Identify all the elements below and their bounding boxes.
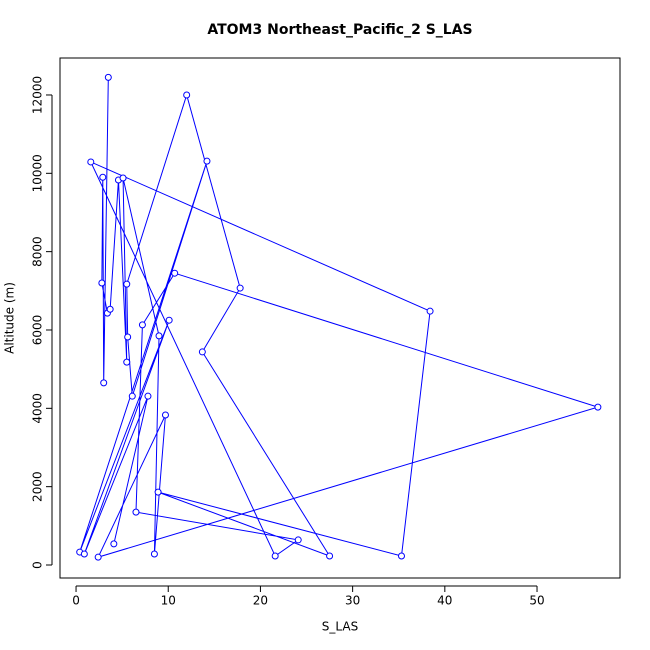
x-axis-label: S_LAS [322,620,358,634]
data-point [80,550,88,558]
plot-frame [59,57,621,579]
data-point [171,269,179,277]
y-tick-label: 0 [31,561,45,569]
data-point [132,508,140,516]
data-point [138,321,146,329]
y-tick-label: 12000 [31,76,45,114]
data-point [128,392,136,400]
data-point [94,553,102,561]
y-tick-label: 2000 [31,471,45,502]
y-tick-label: 4000 [31,393,45,424]
y-tick-label: 10000 [31,154,45,192]
data-point [106,305,114,313]
data-point [154,488,162,496]
x-tick-label: 30 [345,594,360,608]
data-point [110,540,118,548]
data-point [594,403,602,411]
data-point [100,379,108,387]
data-point [271,552,279,560]
data-line [79,77,600,558]
data-point [426,307,434,315]
data-point [294,536,302,544]
chart-title: ATOM3 Northeast_Pacific_2 S_LAS [207,22,472,38]
y-tick-label: 8000 [31,236,45,267]
data-point [144,392,152,400]
x-tick-label: 50 [529,594,544,608]
data-point [123,358,131,366]
y-axis-label: Altitude (m) [3,282,17,354]
data-point [397,552,405,560]
data-point [183,91,191,99]
x-tick-label: 20 [253,594,268,608]
data-point [99,173,107,181]
data-point [119,174,127,182]
x-tick-label: 10 [161,594,176,608]
data-point [87,158,95,166]
data-point [165,316,173,324]
data-point [236,284,244,292]
data-point [198,348,206,356]
data-point [124,333,132,341]
data-point [98,279,106,287]
data-point [123,280,131,288]
data-point [203,157,211,165]
data-point [161,411,169,419]
data-point [104,73,112,81]
data-point [326,552,334,560]
x-tick-label: 40 [437,594,452,608]
y-tick-label: 6000 [31,315,45,346]
data-point [155,332,163,340]
data-point [150,550,158,558]
x-tick-label: 0 [72,594,80,608]
